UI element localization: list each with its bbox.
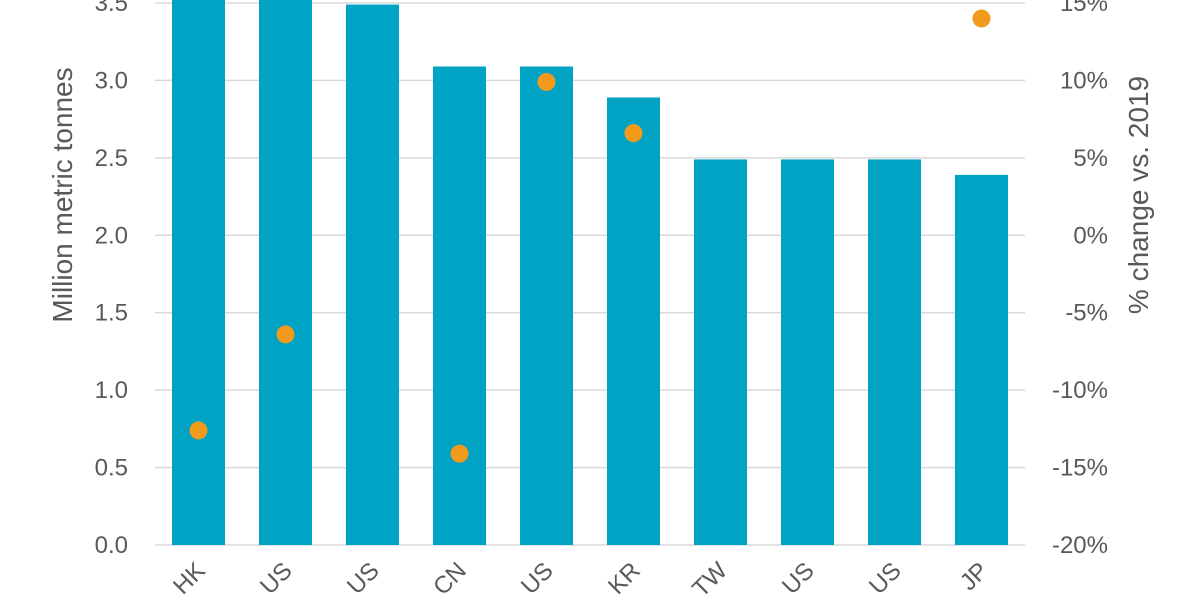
dot-point [276, 325, 295, 344]
dot-point [972, 9, 991, 28]
left-tick-label: 2.0 [95, 222, 128, 249]
right-tick-label: 5% [1073, 145, 1108, 172]
bar [868, 159, 921, 546]
right-tick-label: 10% [1060, 67, 1108, 94]
bar [955, 174, 1008, 546]
bar [781, 159, 834, 546]
left-tick-label: 3.0 [95, 67, 128, 94]
category-label: JP [955, 557, 994, 596]
dot-point [450, 444, 469, 463]
bar [346, 4, 399, 545]
left-tick-label: 1.0 [95, 377, 128, 404]
category-label: TW [687, 557, 733, 600]
dot-point [624, 124, 643, 143]
bar [694, 159, 747, 546]
left-tick-label: 0.0 [95, 532, 128, 559]
dot-point [189, 421, 208, 440]
left-axis-ticks: 0.0 0.5 1.0 1.5 2.0 2.5 3.0 3.5 [95, 0, 128, 559]
category-label: US [342, 557, 385, 600]
category-label: US [255, 557, 298, 600]
category-label: CN [428, 557, 472, 600]
bar [259, 0, 312, 545]
category-label: US [516, 557, 559, 600]
dot-series [189, 9, 991, 463]
bar [172, 0, 225, 545]
left-tick-label: 1.5 [95, 300, 128, 327]
right-tick-label: -10% [1052, 377, 1108, 404]
right-tick-label: -20% [1052, 532, 1108, 559]
bar-series [172, 0, 1008, 546]
right-tick-label: -15% [1052, 455, 1108, 482]
category-label: KR [603, 557, 646, 600]
category-label: US [864, 557, 907, 600]
right-axis-ticks: -20% -15% -10% -5% 0% 5% 10% 15% [1052, 0, 1108, 559]
bar [607, 97, 660, 545]
left-axis-title: Million metric tonnes [47, 67, 78, 322]
category-label: HK [168, 557, 211, 600]
right-axis-title: % change vs. 2019 [1123, 76, 1154, 314]
category-label: US [777, 557, 820, 600]
left-tick-label: 0.5 [95, 455, 128, 482]
bar [433, 66, 486, 546]
left-tick-label: 3.5 [95, 0, 128, 17]
left-tick-label: 2.5 [95, 145, 128, 172]
bar [520, 66, 573, 546]
right-tick-label: 0% [1073, 222, 1108, 249]
dot-point [537, 72, 556, 91]
right-tick-label: 15% [1060, 0, 1108, 17]
right-tick-label: -5% [1065, 300, 1108, 327]
category-axis-labels: HK US US CN US KR TW US US JP [168, 557, 994, 600]
